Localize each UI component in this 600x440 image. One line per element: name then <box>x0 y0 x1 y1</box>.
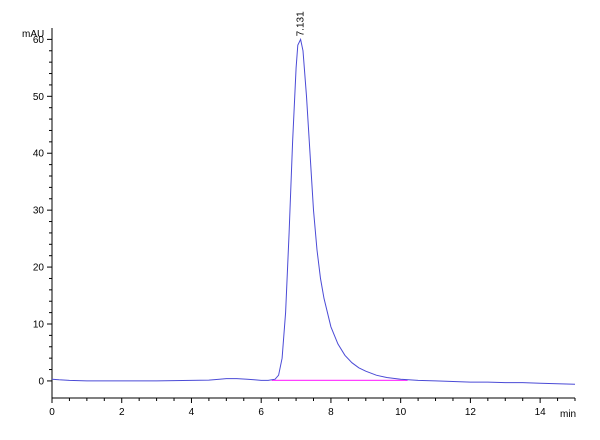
y-tick-label: 50 <box>33 92 45 103</box>
y-tick-label: 10 <box>33 320 45 331</box>
x-axis-unit-label: min <box>560 409 576 420</box>
chromatogram-trace <box>51 37 576 385</box>
x-tick-label: 10 <box>395 407 407 418</box>
x-tick-label: 0 <box>49 407 55 418</box>
x-tick-label: 8 <box>328 407 334 418</box>
x-tick-label: 2 <box>119 407 125 418</box>
peak-retention-time-label: 7.131 <box>296 11 307 36</box>
x-tick-label: 12 <box>465 407 477 418</box>
x-ticks: 0 2 4 6 8 10 12 14 <box>49 398 576 418</box>
x-tick-label: 6 <box>258 407 264 418</box>
y-tick-label: 0 <box>38 376 44 387</box>
y-tick-label: 20 <box>33 263 45 274</box>
y-axis-unit-label: mAU <box>22 29 44 40</box>
x-tick-label: 4 <box>189 407 195 418</box>
y-tick-label: 60 <box>33 35 45 46</box>
x-tick-label: 14 <box>535 407 547 418</box>
y-ticks: 0 10 20 30 40 50 60 <box>33 35 52 387</box>
y-tick-label: 30 <box>33 206 45 217</box>
y-tick-label: 40 <box>33 149 45 160</box>
